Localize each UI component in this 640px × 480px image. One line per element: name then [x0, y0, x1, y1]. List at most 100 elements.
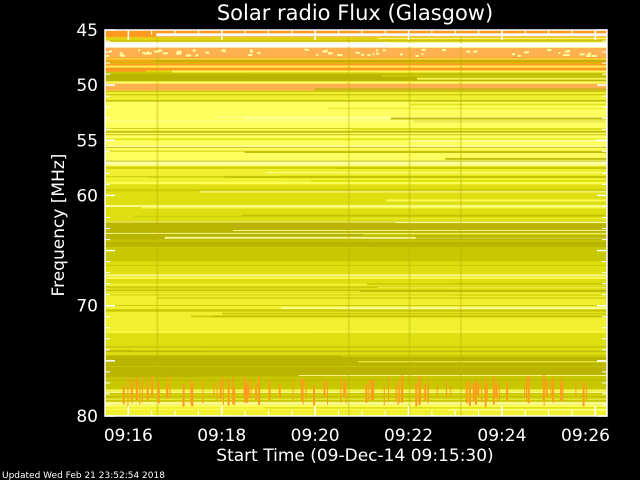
- channel-streak: [105, 272, 607, 274]
- channel-streak: [427, 82, 607, 84]
- top-band-speckle: [249, 49, 253, 52]
- channel-streak: [199, 190, 607, 193]
- channel-streak: [147, 176, 607, 178]
- top-band-speckle: [367, 54, 371, 57]
- radio-burst: [169, 375, 171, 398]
- radio-burst: [526, 376, 528, 402]
- channel-streak: [298, 374, 607, 376]
- radio-burst: [313, 385, 316, 406]
- x-tick-label: 09:24: [477, 426, 526, 446]
- radio-burst: [247, 385, 250, 398]
- channel-streak: [133, 215, 607, 217]
- channel-streak: [105, 185, 607, 188]
- radio-burst: [383, 385, 385, 406]
- updated-timestamp: Updated Wed Feb 21 23:52:54 2018: [2, 471, 165, 480]
- channel-streak: [105, 365, 607, 367]
- top-band-speckle: [322, 50, 327, 53]
- radio-burst: [575, 381, 577, 399]
- channel-streak: [327, 107, 607, 109]
- channel-streak: [105, 218, 607, 221]
- radio-burst: [292, 380, 294, 402]
- radio-burst: [340, 375, 342, 403]
- radio-burst: [127, 377, 129, 407]
- channel-streak: [105, 272, 607, 274]
- radio-burst: [278, 384, 281, 399]
- channel-streak: [105, 189, 607, 192]
- channel-streak: [105, 331, 607, 333]
- top-band-speckle: [473, 50, 478, 53]
- radio-burst: [345, 383, 347, 404]
- x-tick-label: 09:16: [104, 426, 153, 446]
- radio-burst: [477, 382, 480, 397]
- channel-streak: [272, 249, 607, 251]
- radio-burst: [232, 375, 234, 405]
- radio-burst: [327, 381, 329, 405]
- channel-streak: [105, 150, 607, 152]
- channel-streak: [358, 361, 607, 363]
- radio-burst: [552, 377, 555, 403]
- top-band-speckle: [399, 53, 403, 56]
- radio-burst: [246, 383, 249, 403]
- channel-streak: [105, 40, 607, 43]
- radio-burst: [370, 379, 373, 400]
- radio-burst: [146, 378, 148, 402]
- radio-burst: [202, 379, 204, 404]
- channel-streak: [105, 294, 607, 296]
- radio-burst: [475, 381, 478, 405]
- channel-streak: [415, 236, 607, 239]
- top-band-speckle: [158, 49, 163, 52]
- top-band-speckle: [567, 49, 571, 52]
- top-band-speckle: [376, 49, 379, 52]
- spectrogram-heatmap: [105, 30, 608, 416]
- radio-burst: [492, 376, 495, 405]
- radio-burst: [323, 380, 326, 397]
- radio-burst: [427, 377, 429, 404]
- channel-streak: [105, 204, 607, 207]
- y-tick-label: 45: [76, 21, 98, 41]
- channel-streak: [105, 398, 607, 400]
- channel-streak: [131, 349, 607, 351]
- channel-streak: [105, 239, 607, 242]
- channel-streak: [105, 289, 607, 292]
- frequency-band: [105, 101, 607, 119]
- channel-streak: [105, 404, 607, 407]
- top-band-speckle: [382, 49, 386, 52]
- channel-streak: [105, 232, 607, 234]
- channel-streak: [381, 75, 607, 77]
- radio-burst: [524, 383, 526, 398]
- channel-streak: [385, 199, 607, 202]
- top-band-speckle: [176, 52, 182, 55]
- radio-burst: [498, 385, 500, 400]
- channel-streak: [105, 37, 607, 39]
- top-band-speckle: [579, 53, 585, 56]
- x-tick-label: 09:26: [561, 426, 610, 446]
- radio-burst: [219, 380, 222, 399]
- radio-burst: [562, 381, 564, 401]
- channel-streak: [105, 402, 607, 405]
- top-band-speckle: [162, 52, 168, 55]
- top-band-speckle: [586, 55, 591, 58]
- radio-burst: [233, 386, 236, 405]
- radio-burst: [213, 383, 215, 397]
- top-band-speckle: [147, 51, 150, 54]
- channel-streak: [341, 355, 607, 357]
- channel-streak: [105, 134, 607, 136]
- radio-burst: [372, 380, 375, 401]
- channel-streak: [352, 128, 607, 131]
- bright-channel: [156, 33, 608, 37]
- top-band-speckle: [421, 48, 426, 51]
- radio-burst: [550, 380, 552, 399]
- segment-boundary: [347, 30, 350, 416]
- channel-streak: [216, 116, 608, 118]
- radio-burst: [243, 381, 246, 398]
- top-band-speckle: [205, 51, 210, 54]
- segment-boundary: [408, 30, 411, 416]
- top-band-speckle: [517, 54, 521, 57]
- top-band-speckle: [327, 52, 333, 55]
- radio-burst: [157, 381, 160, 404]
- channel-streak: [105, 100, 607, 103]
- channel-streak: [265, 406, 607, 409]
- channel-streak: [222, 312, 607, 315]
- frequency-band: [105, 57, 607, 72]
